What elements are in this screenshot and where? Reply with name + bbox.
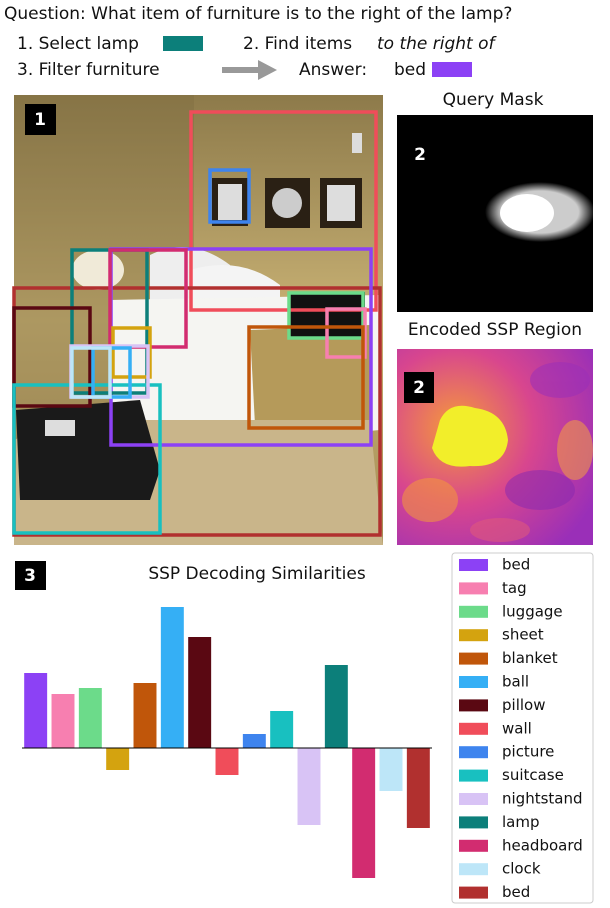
bar bbox=[51, 694, 75, 748]
legend-label: picture bbox=[502, 743, 554, 761]
bar bbox=[24, 673, 48, 748]
bar bbox=[160, 607, 184, 748]
legend-label: clock bbox=[502, 860, 541, 878]
bar bbox=[106, 748, 130, 770]
question: Question: What item of furniture is to t… bbox=[4, 4, 512, 24]
legend-swatch bbox=[459, 629, 488, 642]
chart-badge-box bbox=[15, 561, 46, 590]
step-2-relation: to the right of bbox=[377, 34, 498, 54]
answer-label: Answer: bbox=[299, 60, 367, 80]
chart-title: SSP Decoding Similarities bbox=[148, 564, 366, 584]
legend-label: ball bbox=[502, 673, 529, 691]
bar bbox=[406, 748, 430, 828]
ssp-badge-box bbox=[404, 372, 434, 403]
legend-label: bed bbox=[502, 883, 530, 901]
legend-swatch bbox=[459, 699, 488, 712]
bar bbox=[324, 665, 348, 748]
bar bbox=[188, 637, 212, 748]
step-2: 2. Find items bbox=[243, 34, 352, 54]
legend-label: tag bbox=[502, 579, 527, 597]
bounding-boxes bbox=[12, 110, 382, 537]
legend-swatch bbox=[459, 863, 488, 876]
photo bbox=[14, 95, 383, 545]
legend-swatch bbox=[459, 816, 488, 829]
ssp-badge: 2 bbox=[413, 378, 425, 398]
bar bbox=[133, 683, 157, 748]
legend-label: bed bbox=[502, 556, 530, 574]
step-1: 1. Select lamp bbox=[17, 34, 139, 54]
legend-swatch bbox=[459, 722, 488, 735]
legend-swatch bbox=[459, 652, 488, 665]
bar bbox=[297, 748, 321, 825]
legend-swatch bbox=[459, 886, 488, 899]
legend-swatch bbox=[459, 582, 488, 595]
heat-peak bbox=[432, 405, 508, 467]
chart-badge: 3 bbox=[24, 566, 36, 586]
legend-label: suitcase bbox=[502, 766, 564, 784]
arrow bbox=[222, 60, 277, 80]
legend-swatch bbox=[459, 769, 488, 782]
legend-swatch bbox=[459, 746, 488, 759]
bar bbox=[352, 748, 376, 878]
legend-label: luggage bbox=[502, 602, 563, 620]
legend-swatch bbox=[459, 839, 488, 852]
legend-label: nightstand bbox=[502, 790, 583, 808]
bar bbox=[78, 688, 102, 748]
legend-label: sheet bbox=[502, 626, 544, 644]
bar bbox=[379, 748, 403, 791]
legend-label: lamp bbox=[502, 813, 540, 831]
badge bbox=[25, 104, 56, 135]
legend-swatch bbox=[459, 605, 488, 618]
legend-swatch bbox=[459, 793, 488, 805]
legend-label: blanket bbox=[502, 649, 558, 667]
legend-label: headboard bbox=[502, 836, 583, 854]
bar bbox=[242, 734, 266, 748]
bar bbox=[215, 748, 239, 775]
badge-label: 1 bbox=[34, 110, 46, 130]
mask-core bbox=[500, 194, 554, 232]
legend-label: wall bbox=[502, 719, 532, 737]
legend-swatch bbox=[459, 559, 488, 571]
bar bbox=[270, 711, 294, 748]
mask-badge: 2 bbox=[414, 145, 426, 165]
mask-title: Query Mask bbox=[443, 90, 544, 110]
answer-swatch bbox=[432, 62, 472, 77]
ssp-title: Encoded SSP Region bbox=[408, 320, 582, 340]
legend-label: pillow bbox=[502, 696, 545, 714]
heat-texture bbox=[402, 362, 593, 542]
legend-swatch bbox=[459, 676, 488, 688]
step-3: 3. Filter furniture bbox=[17, 60, 160, 80]
lamp-swatch bbox=[163, 36, 203, 51]
answer: bed bbox=[394, 60, 426, 80]
